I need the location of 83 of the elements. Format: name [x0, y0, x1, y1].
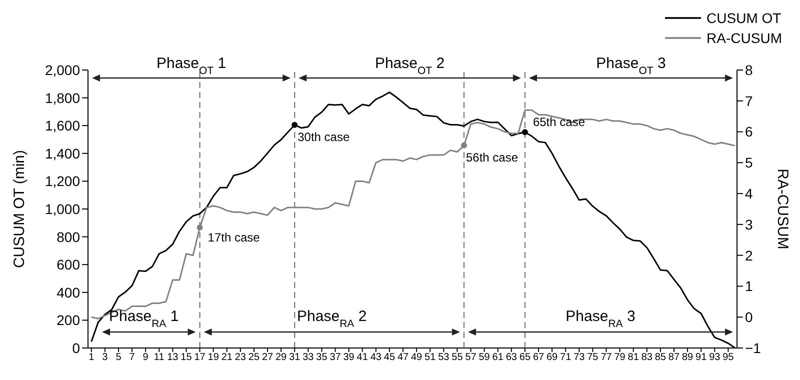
x-tick-label: 23: [234, 352, 246, 364]
annotation: 17th case: [208, 230, 260, 244]
x-tick-label: 3: [102, 352, 108, 364]
y2-tick-label: 4: [745, 186, 753, 202]
x-tick-label: 83: [641, 352, 653, 364]
x-tick-label: 77: [600, 352, 612, 364]
x-tick-label: 41: [356, 352, 368, 364]
x-tick-label: 73: [574, 352, 586, 364]
y-tick-label: 1,200: [44, 173, 80, 190]
legend-label: RA-CUSUM: [706, 30, 782, 46]
x-tick-label: 57: [465, 352, 477, 364]
x-tick-label: 35: [316, 352, 328, 364]
x-tick-label: 59: [478, 352, 490, 364]
x-tick-label: 27: [262, 352, 274, 364]
x-tick-label: 67: [532, 352, 545, 364]
y2-tick-label: 7: [745, 92, 753, 109]
annotation: Phase$_{OT}$ 3: [596, 55, 666, 77]
y2-tick-label: 8: [745, 62, 753, 78]
x-tick-label: 29: [276, 352, 288, 364]
x-tick-label: 7: [129, 352, 136, 364]
x-tick-label: 39: [343, 352, 355, 364]
x-tick-label: 69: [546, 352, 558, 364]
y2-tick-label: 5: [745, 154, 753, 171]
y-tick-label: 2,000: [44, 62, 80, 78]
x-tick-label: 63: [506, 352, 518, 364]
x-tick-label: 65: [519, 352, 531, 364]
x-tick-label: 49: [411, 352, 423, 364]
x-tick-label: 15: [180, 352, 192, 364]
annotation: Phase$_{OT}$ 2: [374, 55, 445, 77]
x-tick-label: 9: [142, 352, 149, 364]
x-tick-label: 5: [116, 352, 122, 364]
x-tick-label: 95: [722, 352, 734, 364]
x-tick-label: 45: [384, 352, 396, 364]
annotation: Phase$_{RA}$ 1: [109, 308, 179, 330]
annotation: 56th case: [466, 150, 518, 164]
x-tick-label: 13: [167, 352, 179, 364]
y2-tick-label: −1: [745, 340, 762, 356]
x-tick-label: 25: [248, 352, 260, 364]
x-tick-label: 33: [302, 352, 314, 364]
x-tick-label: 79: [614, 352, 626, 364]
y2-tick-label: 2: [745, 247, 753, 264]
y-tick-label: 1,800: [44, 90, 80, 106]
x-tick-label: 53: [438, 352, 450, 364]
y-tick-label: 1,400: [44, 145, 80, 162]
annotation: Phase$_{RA}$ 3: [566, 308, 636, 330]
x-tick-label: 71: [560, 352, 572, 364]
y-tick-label: 600: [56, 256, 80, 273]
y-tick-label: 0: [72, 340, 80, 356]
y-tick-label: 1,000: [44, 200, 80, 217]
x-tick-label: 93: [709, 352, 721, 364]
x-tick-label: 61: [492, 352, 504, 364]
y2-axis-title: RA-CUSUM: [774, 168, 791, 250]
x-tick-label: 47: [397, 352, 410, 364]
x-tick-label: 75: [587, 352, 599, 364]
x-tick-label: 11: [154, 352, 165, 364]
y-tick-label: 400: [56, 284, 80, 300]
x-tick-label: 19: [208, 352, 220, 364]
x-tick-label: 89: [682, 352, 694, 364]
annotation: 65th case: [532, 115, 586, 130]
x-tick-label: 37: [330, 352, 342, 364]
x-tick-label: 81: [628, 352, 640, 364]
y-axis-title: CUSUM OT (min): [11, 150, 28, 268]
annotation: Phase$_{RA}$ 2: [297, 308, 367, 330]
x-tick-label: 85: [654, 352, 666, 364]
y2-tick-label: 1: [745, 278, 753, 294]
y2-tick-label: 6: [745, 124, 753, 140]
annotation: 30th case: [298, 130, 350, 144]
x-tick-label: 43: [370, 352, 382, 364]
x-tick-label: 21: [221, 352, 233, 364]
y-tick-label: 1,600: [44, 118, 80, 134]
y2-tick-label: 3: [745, 216, 753, 232]
y-tick-label: 800: [56, 228, 80, 245]
x-tick-label: 31: [289, 352, 301, 364]
x-tick-label: 1: [88, 352, 95, 364]
y-tick-label: 200: [56, 312, 80, 328]
annotation: Phase$_{OT}$ 1: [156, 55, 226, 77]
legend-label: CUSUM OT: [706, 10, 782, 26]
x-tick-label: 87: [668, 352, 680, 364]
x-tick-label: 91: [696, 352, 708, 364]
x-tick-label: 51: [424, 352, 436, 364]
x-tick-label: 55: [452, 352, 464, 364]
x-tick-label: 17: [194, 352, 206, 364]
y2-tick-label: 0: [745, 309, 753, 326]
